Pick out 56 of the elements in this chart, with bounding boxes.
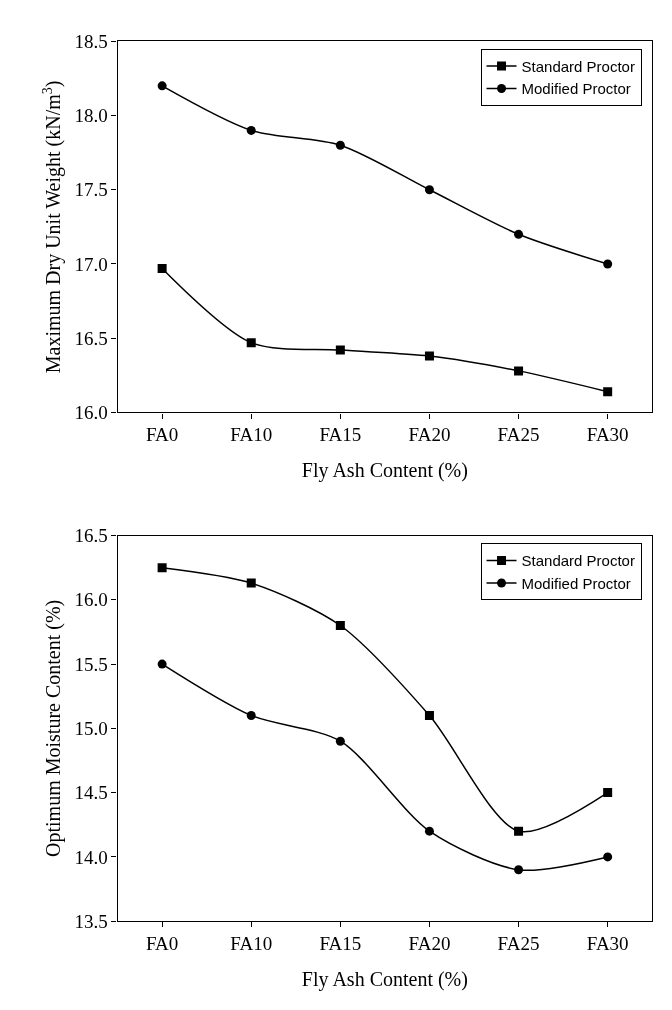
point (157, 659, 167, 669)
y-tick-label: 14.5 (74, 782, 108, 804)
x-tick-label: FA10 (230, 424, 273, 446)
x-axis-title: Fly Ash Content (%) (301, 967, 468, 991)
y-tick-label: 16.5 (74, 525, 108, 547)
point (514, 229, 524, 239)
point (246, 578, 256, 588)
point (603, 387, 613, 397)
x-tick-label: FA20 (408, 424, 451, 446)
y-tick-label: 16.0 (74, 402, 108, 424)
point (424, 351, 434, 361)
x-tick-label: FA10 (230, 933, 273, 955)
y-tick-label: 17.5 (74, 179, 108, 201)
y-axis-title: Optimum Moisture Content (%) (41, 599, 65, 857)
point (603, 259, 613, 269)
legend-label: Standard Proctor (521, 552, 635, 570)
point (514, 865, 524, 875)
legend-label: Standard Proctor (521, 57, 635, 75)
x-tick-label: FA15 (319, 933, 362, 955)
y-tick-label: 16.5 (74, 327, 108, 349)
point (603, 788, 613, 798)
legend-label: Modified Proctor (521, 80, 631, 98)
y-tick-label: 16.0 (74, 589, 108, 611)
x-tick-label: FA30 (586, 424, 629, 446)
y-tick-label: 18.0 (74, 105, 108, 127)
y-tick-label: 15.0 (74, 717, 108, 739)
x-axis-title: Fly Ash Content (%) (301, 458, 468, 482)
point (424, 710, 434, 720)
point (246, 710, 256, 720)
y-tick-label: 18.5 (74, 30, 108, 52)
x-tick-label: FA15 (319, 424, 362, 446)
legend-label: Modified Proctor (521, 574, 631, 592)
y-tick-label: 15.5 (74, 653, 108, 675)
point (335, 736, 345, 746)
y-tick-label: 14.0 (74, 846, 108, 868)
point (514, 366, 524, 376)
point (157, 263, 167, 273)
y-tick-label: 13.5 (74, 910, 108, 932)
x-tick-label: FA0 (145, 933, 179, 955)
x-tick-label: FA20 (408, 933, 451, 955)
point (335, 621, 345, 630)
point (424, 185, 434, 195)
x-tick-label: FA25 (497, 933, 540, 955)
x-tick-label: FA0 (145, 424, 179, 446)
point (514, 826, 524, 836)
x-tick-label: FA25 (497, 424, 540, 446)
point (157, 563, 167, 573)
point (335, 345, 345, 355)
x-tick-label: FA30 (586, 933, 629, 955)
point (157, 81, 167, 91)
y-tick-label: 17.0 (74, 253, 108, 275)
point (246, 125, 256, 135)
point (335, 140, 345, 150)
point (424, 826, 434, 836)
point (246, 338, 256, 348)
point (603, 852, 613, 862)
